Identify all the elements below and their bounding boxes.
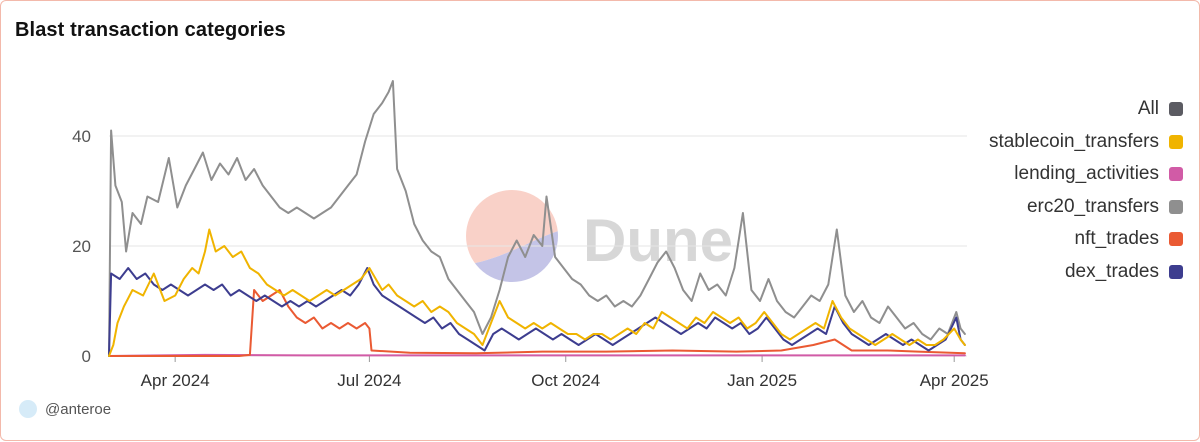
- series-line-nft-trades: [108, 289, 966, 357]
- legend-item-stablecoin-transfers[interactable]: stablecoin_transfers: [983, 126, 1183, 159]
- x-axis-ticks: Apr 2024 Jul 2024 Oct 2024 Jan 2025 Apr 2025: [141, 356, 989, 390]
- legend-label: All: [1137, 98, 1159, 120]
- y-tick-label: 0: [82, 347, 91, 366]
- legend-item-all[interactable]: All: [983, 93, 1183, 126]
- legend-item-nft-trades[interactable]: nft_trades: [983, 223, 1183, 256]
- author-handle: @anteroe: [45, 400, 112, 418]
- x-tick-label: Jul 2024: [337, 371, 401, 390]
- legend-swatch: [1169, 102, 1183, 117]
- series-line-erc20-transfers: [108, 80, 966, 357]
- x-tick-label: Jan 2025: [727, 371, 797, 390]
- series-line-stablecoin-transfers: [108, 228, 966, 357]
- author-credit[interactable]: @anteroe: [19, 400, 111, 418]
- x-tick-label: Oct 2024: [531, 371, 600, 390]
- y-tick-label: 40: [72, 127, 91, 146]
- dune-logo-icon: [466, 190, 558, 282]
- legend-label: stablecoin_transfers: [988, 130, 1159, 152]
- legend-item-erc20-transfers[interactable]: erc20_transfers: [983, 191, 1183, 224]
- legend: All stablecoin_transfers lending_activitie…: [983, 93, 1183, 288]
- legend-label: lending_activities: [1014, 163, 1159, 185]
- series-line-dex-trades: [108, 267, 966, 357]
- y-axis-ticks: 0 20 40: [72, 127, 91, 366]
- legend-swatch: [1169, 199, 1183, 214]
- legend-swatch: [1169, 134, 1183, 149]
- y-tick-label: 20: [72, 237, 91, 256]
- x-tick-label: Apr 2024: [141, 371, 210, 390]
- legend-item-lending-activities[interactable]: lending_activities: [983, 158, 1183, 191]
- legend-label: nft_trades: [1074, 228, 1160, 250]
- x-tick-label: Apr 2025: [920, 371, 989, 390]
- series-lines: [108, 80, 966, 357]
- chart-title: Blast transaction categories: [15, 19, 286, 41]
- legend-label: erc20_transfers: [1026, 195, 1159, 217]
- avatar: [19, 400, 37, 418]
- legend-swatch: [1169, 167, 1183, 182]
- legend-label: dex_trades: [1064, 260, 1159, 282]
- legend-swatch: [1169, 232, 1183, 247]
- legend-item-dex-trades[interactable]: dex_trades: [983, 256, 1183, 289]
- legend-swatch: [1169, 264, 1183, 279]
